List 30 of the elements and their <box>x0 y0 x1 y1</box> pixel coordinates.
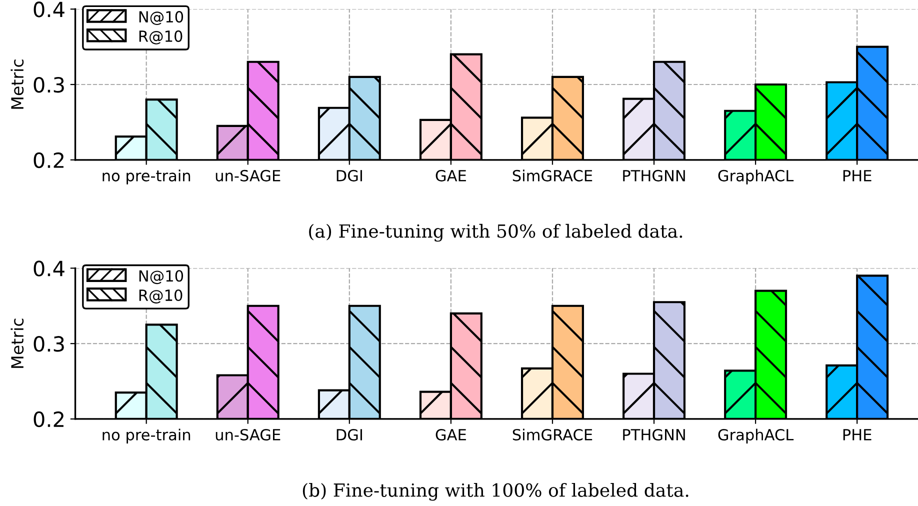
x-tick-label: un-SAGE <box>216 170 280 182</box>
x-tick-label: no pre-train <box>102 428 190 444</box>
y-axis-title: Metric <box>10 318 24 368</box>
x-tick-label: DGI <box>336 428 362 441</box>
text: (b) Fine-tuning with 100% of labeled data. <box>302 482 688 501</box>
x-tick-label: no pre-train <box>102 170 190 184</box>
x-tick-label: PHE <box>843 429 872 440</box>
y-tick-label: 0.3 <box>34 76 64 93</box>
x-tick-label: PHE <box>843 170 872 182</box>
text: (a) Fine-tuning with 50% of labeled data. <box>309 224 682 242</box>
legend-label: N@10 <box>139 11 184 26</box>
y-axis-title: Metric <box>10 60 24 109</box>
x-tick-label: PTHGNN <box>623 170 685 182</box>
x-tick-label: GAE <box>436 170 466 182</box>
x-tick-label: GAE <box>436 428 466 441</box>
y-tick-label: 0.4 <box>34 260 64 276</box>
y-tick-label: 0.4 <box>34 2 64 18</box>
x-tick-label: SimGRACE <box>512 170 592 182</box>
x-tick-label: un-SAGE <box>216 428 280 441</box>
legend-label: R@10 <box>139 289 182 304</box>
legend-label: N@10 <box>139 270 184 284</box>
x-tick-label: GraphACL <box>718 170 794 184</box>
x-tick-label: DGI <box>336 170 362 182</box>
y-tick-label: 0.2 <box>34 411 64 428</box>
x-tick-label: GraphACL <box>718 428 794 444</box>
y-tick-label: 0.3 <box>34 336 64 352</box>
x-tick-label: SimGRACE <box>512 428 592 441</box>
legend-label: R@10 <box>139 30 182 44</box>
y-tick-label: 0.2 <box>34 152 64 168</box>
x-tick-label: PTHGNN <box>623 428 685 441</box>
